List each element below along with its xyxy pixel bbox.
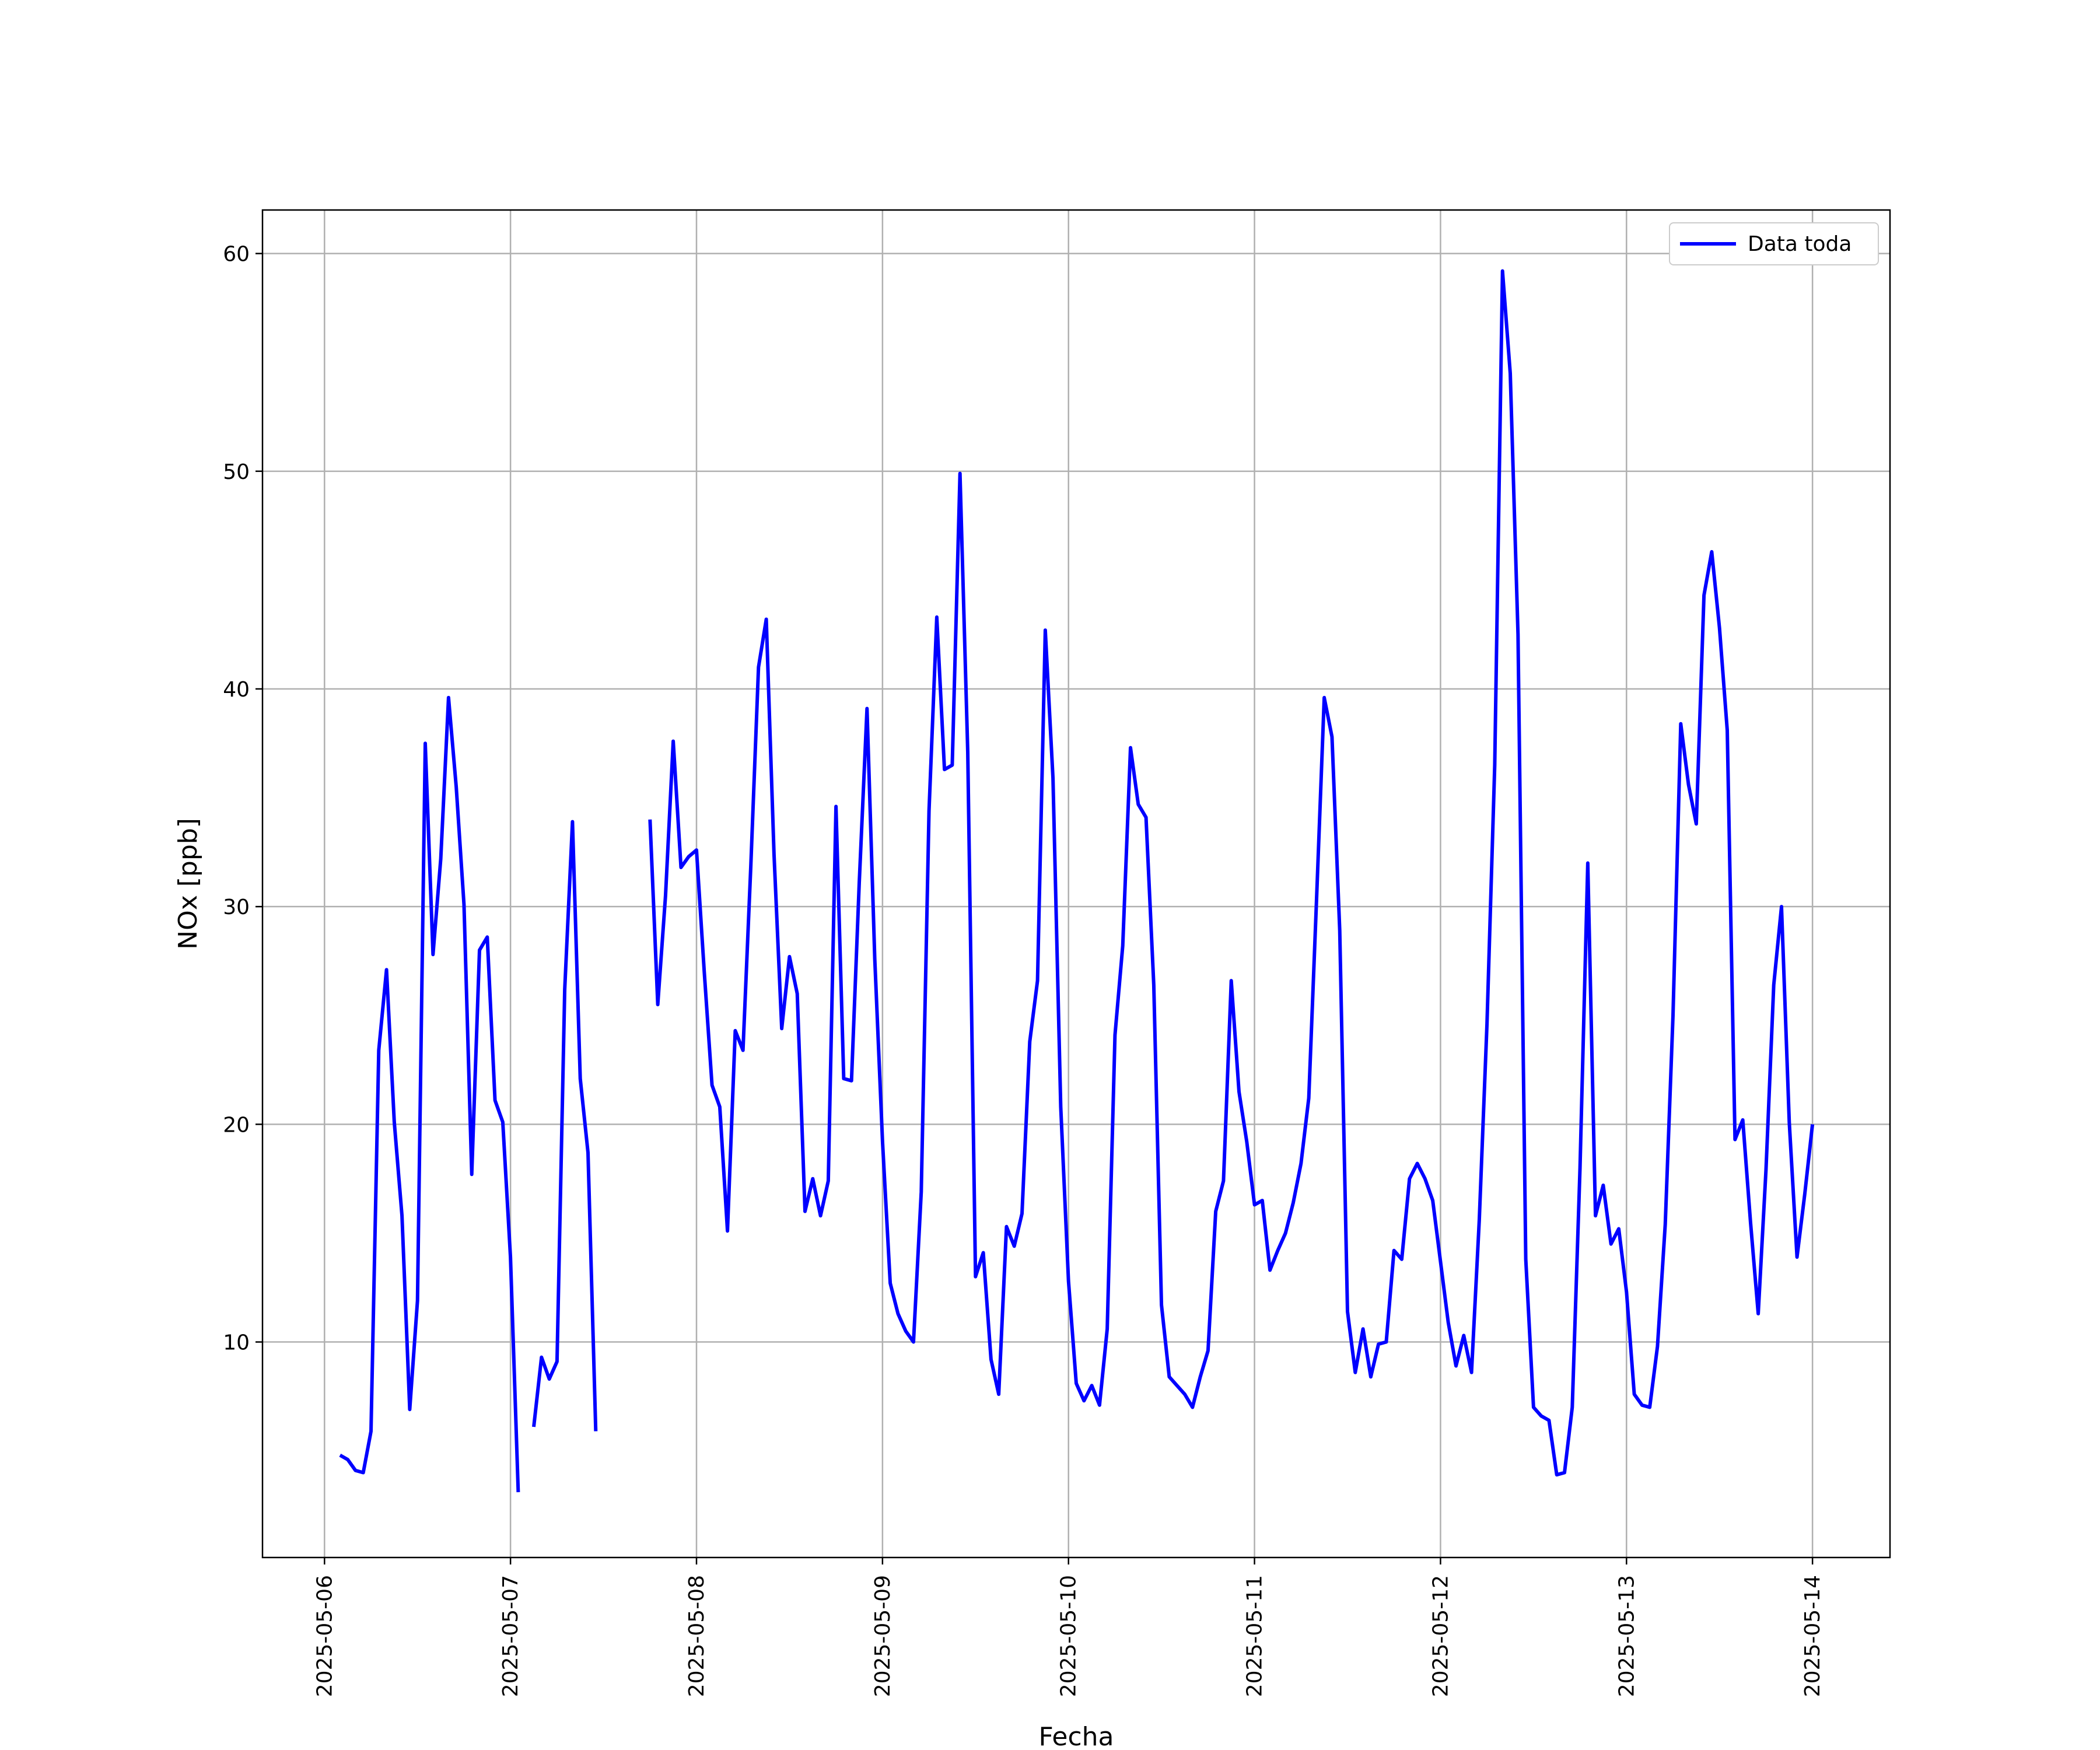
grid-lines [262, 210, 1890, 1558]
series-line-segment [648, 269, 1815, 1477]
series-line-segment [532, 820, 598, 1432]
x-axis-label: Fecha [1038, 1722, 1114, 1750]
x-tick-label: 2025-05-12 [1429, 1575, 1452, 1697]
y-tick-label: 10 [223, 1331, 250, 1355]
legend-entry-label: Data toda [1748, 232, 1852, 256]
y-tick-label: 50 [223, 460, 250, 484]
x-tick-label: 2025-05-06 [313, 1575, 337, 1697]
x-tick-label: 2025-05-13 [1615, 1575, 1639, 1697]
x-tick-label: 2025-05-08 [685, 1575, 709, 1697]
legend: Data toda [1669, 222, 1879, 265]
x-tick-label: 2025-05-11 [1243, 1575, 1267, 1697]
series-line-segment [339, 695, 520, 1493]
y-tick-label: 40 [223, 678, 250, 702]
x-tick-label: 2025-05-10 [1057, 1575, 1081, 1697]
x-axis: 2025-05-06 2025-05-07 2025-05-08 2025-05-09… [313, 1558, 1825, 1697]
y-axis-label: NOx [ppb] [173, 818, 203, 950]
plot-frame [261, 209, 1891, 1559]
y-axis: 10 20 30 40 50 60 [223, 243, 262, 1355]
legend-box [1669, 222, 1879, 265]
plot-background [262, 210, 1890, 1558]
y-tick-label: 20 [223, 1113, 250, 1137]
series-layer [339, 269, 1815, 1493]
y-tick-label: 60 [223, 243, 250, 267]
x-tick-label: 2025-05-07 [499, 1575, 523, 1697]
x-tick-label: 2025-05-14 [1801, 1575, 1825, 1697]
x-tick-label: 2025-05-09 [871, 1575, 895, 1697]
y-tick-label: 30 [223, 895, 250, 919]
